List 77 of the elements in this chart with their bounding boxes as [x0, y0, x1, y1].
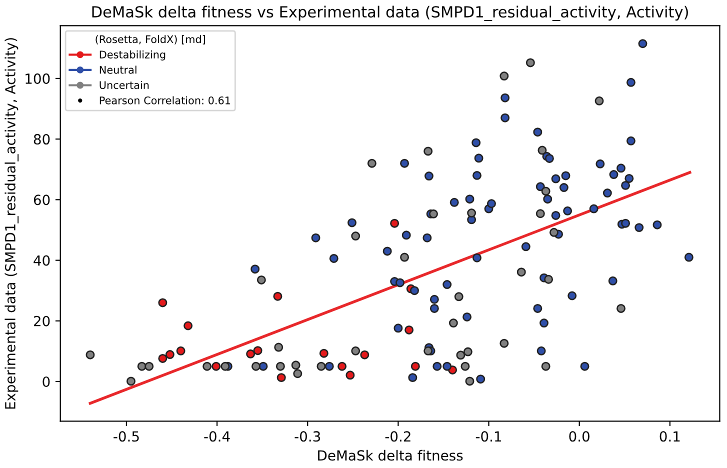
point — [460, 362, 470, 371]
point — [424, 346, 433, 356]
x-tick-label: 0.0 — [569, 431, 590, 442]
point — [424, 146, 433, 156]
point — [404, 325, 414, 334]
point — [594, 96, 604, 106]
point — [212, 362, 221, 371]
point — [346, 370, 355, 380]
point — [448, 318, 458, 328]
x-tick-label: -0.4 — [204, 431, 230, 442]
point — [351, 346, 360, 356]
point — [158, 354, 168, 363]
point — [467, 208, 476, 218]
point — [202, 362, 212, 371]
point — [256, 275, 266, 284]
x-tick-label: -0.5 — [114, 431, 139, 442]
annotation: Pearson Correlation: 0.61 — [100, 96, 230, 104]
point — [544, 274, 554, 284]
point — [538, 146, 547, 155]
point — [500, 72, 509, 81]
point — [276, 362, 285, 371]
chart-title: DeMaSk delta fitness vs Experimental data (SMPD1_residual_activity, Activity) — [92, 6, 688, 22]
legend-title: (Rosetta, FoldX) [md] — [96, 35, 206, 44]
point — [184, 321, 193, 330]
point — [176, 346, 186, 356]
point — [144, 362, 154, 371]
point — [500, 338, 509, 348]
point — [367, 158, 376, 168]
point — [251, 362, 260, 371]
point — [390, 218, 400, 228]
point — [165, 350, 174, 360]
y-tick-label: 20 — [34, 316, 50, 326]
x-tick-label: -0.1 — [476, 431, 502, 442]
point — [291, 360, 300, 370]
point — [616, 304, 626, 313]
point — [86, 350, 95, 360]
point — [220, 362, 230, 371]
point — [360, 350, 370, 360]
point — [456, 350, 466, 360]
point — [319, 348, 328, 358]
y-tick-label: 0 — [42, 376, 50, 387]
point — [276, 373, 286, 382]
point — [410, 362, 420, 371]
point — [338, 362, 347, 371]
legend-label: Destabilizing — [100, 50, 166, 60]
point — [316, 362, 326, 371]
point — [400, 252, 410, 262]
y-axis-title: Experimental data (SMPD1_residual_activity, Activity) — [4, 38, 19, 409]
point — [526, 58, 535, 68]
point — [158, 298, 168, 308]
point — [273, 292, 282, 301]
point — [465, 376, 474, 386]
point — [246, 349, 256, 358]
point — [541, 186, 550, 196]
legend-label: Uncertain — [100, 80, 149, 90]
point — [463, 347, 472, 356]
point — [549, 228, 558, 237]
x-tick-label: 0.1 — [660, 431, 680, 442]
point — [536, 209, 545, 218]
point — [516, 268, 526, 277]
y-tick-label: 60 — [34, 194, 50, 206]
x-axis-title: DeMaSk delta fitness — [318, 450, 463, 461]
y-tick-label: 100 — [26, 73, 50, 84]
legend-label: Neutral — [100, 66, 136, 74]
point — [429, 209, 438, 218]
point — [454, 292, 464, 302]
point — [137, 362, 146, 371]
point — [293, 369, 302, 378]
point — [541, 362, 550, 371]
point — [351, 232, 360, 241]
y-tick-label: 80 — [34, 134, 50, 145]
y-tick-label: 40 — [34, 255, 50, 266]
point — [274, 342, 284, 352]
x-tick-label: -0.2 — [385, 431, 410, 442]
point — [253, 346, 262, 356]
x-tick-label: -0.3 — [294, 431, 320, 442]
point — [126, 376, 136, 386]
